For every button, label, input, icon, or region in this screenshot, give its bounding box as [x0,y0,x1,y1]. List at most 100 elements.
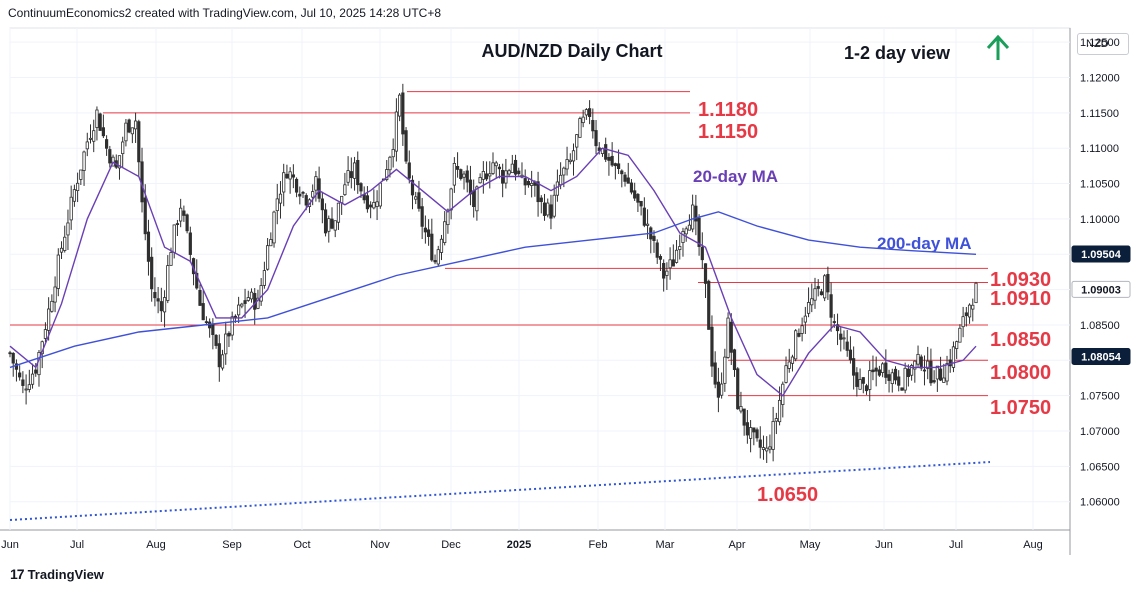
candle-body [768,446,772,450]
chart-attribution: ContinuumEconomics2 created with Trading… [8,6,442,20]
candle-body [626,177,630,184]
candle-body [449,188,453,211]
candle-body [868,370,872,390]
candle-body [507,170,511,175]
candle-body [736,368,740,410]
candle-body [771,421,775,450]
candle-body [98,113,102,131]
x-tick-label: Jul [949,539,963,551]
candle-body [230,316,234,336]
candle-body [607,156,611,161]
candle-body [568,159,572,163]
candle-body [166,265,170,301]
candle-body [893,368,898,381]
candle-body [729,321,733,353]
candle-body [636,193,640,203]
candle-body [749,427,753,439]
candle-body [726,317,730,358]
candle-body [710,326,714,367]
candle-body [304,195,308,206]
candle-body [388,156,392,171]
candle-body [926,360,930,369]
x-tick-label: Oct [293,539,310,551]
candle-body [130,127,134,135]
candle-body [253,293,257,310]
x-tick-label: Aug [1023,539,1043,551]
level-label: 1.0850 [990,329,1051,351]
level-label: 1.0750 [990,397,1051,419]
candle-body [549,204,553,219]
candle-body [420,206,424,227]
candle-body [443,221,447,244]
candle-body [133,120,138,130]
candle-body [359,183,363,192]
candle-body [265,245,270,270]
candle-body [597,147,601,151]
candle-body [784,365,788,383]
candle-body [745,422,749,436]
candle-body [278,193,283,204]
candle-body [317,178,321,199]
candle-body [948,359,952,367]
candle-body [806,302,811,314]
candle-body [50,300,54,312]
candle-body [707,280,711,330]
candle-body [581,116,585,124]
candle-body [394,111,399,152]
candle-body [674,249,679,263]
candle-body [900,387,904,391]
candle-body [517,170,521,175]
candle-body [484,173,489,180]
candle-body [117,155,122,169]
candle-body [259,285,263,302]
candle-body [842,337,846,340]
candle-body [288,171,292,180]
candle-body [211,323,215,336]
candle-body [294,178,299,193]
candle-body [871,369,875,373]
y-tick-label: 1.08500 [1080,320,1120,332]
candle-body [459,169,463,179]
price-tags: 1.09504 1.09003 1.08054 [1071,245,1131,365]
candle-body [703,263,708,284]
x-tick-label: Jul [70,539,84,551]
candle-body [642,207,646,226]
candle-body [262,270,266,286]
price-tag-label: 1.09504 [1081,249,1122,261]
candle-body [826,274,830,293]
support-trend-line [9,461,991,521]
candle-body [256,297,260,309]
candle-body [694,205,698,222]
candle-body [732,349,737,371]
candle-body [716,381,721,398]
candle-body [323,209,328,234]
x-tick-label: Jun [875,539,893,551]
candle-body [913,360,917,370]
candle-body [803,315,807,323]
ma-lines [9,147,977,397]
candle-body [43,329,48,339]
candle-body [591,120,595,132]
level-lines [10,91,988,397]
candle-body [101,127,105,137]
candle-body [678,246,682,250]
y-tick-label: 1.07500 [1080,391,1120,403]
candle-body [475,186,479,212]
candle-body [513,159,518,175]
candle-body [797,332,801,337]
arrow-head [986,34,1010,50]
candle-body [8,352,12,355]
candle-body [655,242,659,258]
candle-body [684,228,688,235]
x-tick-label: Nov [370,539,390,551]
candle-body [639,200,643,207]
candle-body [269,239,273,247]
candle-body [76,182,80,191]
ma200-line [9,211,977,369]
candle-body [604,144,608,160]
candle-body [935,365,939,380]
candle-body [713,362,717,385]
candle-body [327,218,331,232]
candle-body [146,231,151,262]
